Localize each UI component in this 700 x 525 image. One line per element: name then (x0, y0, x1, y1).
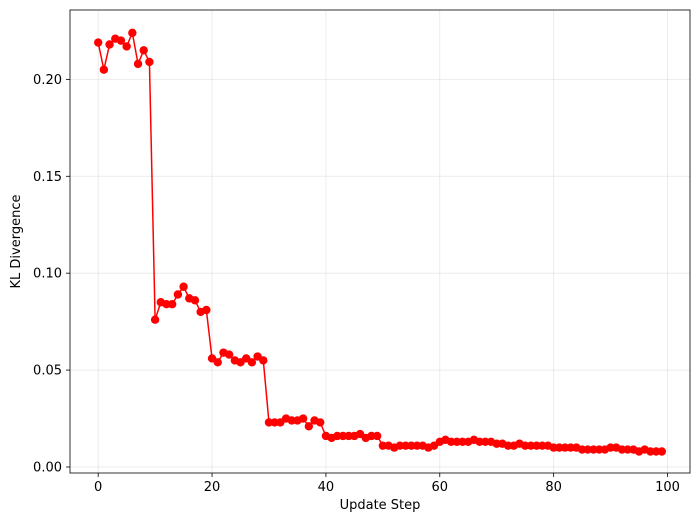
data-point (150, 315, 160, 324)
y-axis-label: KL Divergence (9, 195, 24, 289)
x-tick-label: 100 (655, 480, 680, 495)
data-point (99, 65, 109, 74)
data-point (145, 57, 154, 67)
y-axis-ticks: 0.00 0.05 0.10 0.15 0.20 (33, 73, 70, 475)
x-tick-label: 40 (318, 480, 335, 495)
y-tick-label: 0.10 (33, 267, 62, 282)
y-tick-label: 0.00 (33, 460, 62, 475)
data-point (179, 282, 188, 291)
grid-lines (70, 10, 690, 473)
data-point (657, 447, 667, 456)
x-tick-label: 0 (94, 480, 102, 495)
x-axis-ticks: 0 20 40 60 80 100 (94, 473, 680, 495)
data-point (190, 296, 200, 305)
plot-frame (69, 9, 691, 474)
data-point (105, 40, 114, 49)
y-tick-label: 0.20 (33, 73, 62, 88)
x-tick-label: 60 (432, 480, 449, 495)
x-tick-label: 20 (204, 480, 221, 495)
data-point (213, 358, 222, 367)
data-point (167, 299, 177, 309)
data-point (202, 305, 211, 315)
y-tick-label: 0.15 (33, 170, 62, 185)
series-layer (93, 28, 667, 456)
data-point (304, 422, 314, 431)
data-point (128, 28, 137, 38)
data-point (247, 358, 257, 367)
data-point (316, 418, 325, 427)
data-point (224, 350, 234, 359)
data-point (93, 38, 103, 47)
data-point (298, 414, 308, 423)
data-point (116, 36, 126, 45)
x-axis-label: Update Step (340, 498, 421, 513)
series-line (97, 30, 662, 453)
data-point (139, 46, 148, 55)
data-point (122, 42, 131, 51)
data-point (173, 290, 183, 299)
data-point (259, 356, 268, 365)
data-point (133, 59, 143, 69)
x-tick-label: 80 (545, 480, 562, 495)
y-tick-label: 0.05 (33, 364, 62, 379)
data-point (372, 431, 382, 441)
